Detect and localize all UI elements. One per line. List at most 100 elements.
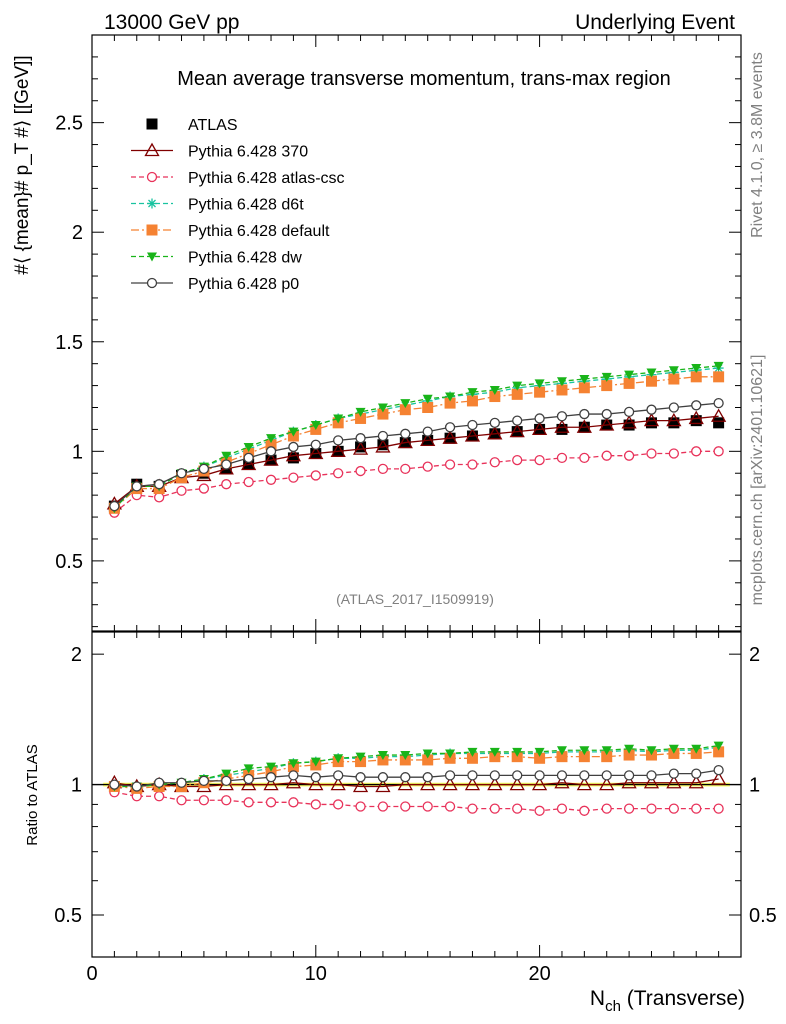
data-point-pythia-6-428-370: [599, 417, 615, 431]
ratio-line-pythia-6-428-p0: [114, 769, 719, 788]
data-point-pythia-6-428-370: [576, 419, 592, 433]
ratio-point-pythia-6-428-370: [711, 771, 727, 785]
ratio-point-pythia-6-428-370: [241, 776, 257, 791]
data-point-pythia-6-428-370: [688, 410, 704, 425]
ratio-point-pythia-6-428-default: [422, 754, 434, 766]
ratio-point-pythia-6-428-370: [599, 776, 615, 791]
legend-label-pythia-6-428-dw: Pythia 6.428 dw: [188, 250, 302, 267]
ratio-ytick-label-right: 0.5: [749, 905, 777, 927]
ratio-line-pythia-6-428-370: [114, 778, 719, 788]
data-point-pythia-6-428-p0: [467, 419, 478, 431]
ratio-point-pythia-6-428-dw: [310, 757, 321, 767]
data-point-atlas: [355, 441, 367, 453]
ratio-point-pythia-6-428-dw: [646, 746, 657, 756]
ratio-point-pythia-6-428-dw: [422, 749, 433, 759]
data-point-pythia-6-428-370: [263, 452, 279, 466]
legend-marker-pythia-6-428-default: [146, 224, 158, 236]
ratio-point-pythia-6-428-atlas-csc: [198, 795, 210, 806]
ratio-ytick-label-left: 2: [71, 644, 82, 666]
ratio-point-pythia-6-428-370: [352, 778, 369, 793]
ratio-point-pythia-6-428-370: [330, 776, 346, 791]
data-point-pythia-6-428-atlas-csc: [623, 450, 635, 461]
data-point-pythia-6-428-default: [355, 412, 367, 424]
ratio-point-pythia-6-428-atlas-csc: [534, 805, 545, 816]
data-point-pythia-6-428-p0: [265, 446, 277, 457]
main-ylabel: #⟨ {mean}# p_T #⟩ [[GeV]]: [12, 55, 33, 274]
data-point-pythia-6-428-default: [668, 373, 680, 385]
data-point-pythia-6-428-dw: [467, 388, 478, 398]
data-point-pythia-6-428-370: [554, 419, 570, 433]
series-pythia-6-428-p0: [109, 397, 724, 512]
ratio-point-pythia-6-428-dw: [691, 744, 702, 754]
data-point-pythia-6-428-default: [623, 377, 635, 389]
data-point-pythia-6-428-atlas-csc: [601, 450, 612, 461]
ratio-point-pythia-6-428-370: [285, 774, 302, 789]
ratio-point-pythia-6-428-p0: [377, 772, 389, 783]
ratio-point-pythia-6-428-370: [509, 776, 525, 791]
data-point-pythia-6-428-default: [399, 404, 411, 416]
header-right: Underlying Event: [575, 11, 735, 34]
main-ytick-label: 1: [72, 441, 83, 463]
series-line-pythia-6-428-p0: [113, 402, 719, 507]
ratio-point-pythia-6-428-p0: [176, 777, 187, 788]
data-point-pythia-6-428-atlas-csc: [444, 459, 456, 470]
ratio-point-pythia-6-428-370: [531, 776, 548, 791]
ratio-point-pythia-6-428-370: [576, 776, 592, 791]
ratio-point-pythia-6-428-p0: [109, 779, 120, 790]
data-point-pythia-6-428-atlas-csc: [288, 472, 299, 483]
data-point-pythia-6-428-p0: [489, 417, 500, 428]
ratio-point-pythia-6-428-dw: [355, 752, 366, 762]
data-point-atlas: [556, 423, 568, 435]
data-point-pythia-6-428-atlas-csc: [691, 446, 702, 457]
data-point-pythia-6-428-dw: [288, 427, 299, 437]
data-point-pythia-6-428-p0: [646, 404, 657, 415]
ratio-point-pythia-6-428-p0: [489, 770, 500, 781]
ratio-point-pythia-6-428-p0: [288, 770, 299, 781]
ratio-point-pythia-6-428-dw: [221, 769, 232, 779]
x-axis-label: Nch (Transverse): [590, 987, 745, 1015]
data-point-pythia-6-428-atlas-csc: [579, 452, 590, 464]
data-point-pythia-6-428-default: [265, 439, 277, 451]
data-point-pythia-6-428-dw: [266, 434, 277, 444]
ratio-point-pythia-6-428-atlas-csc: [713, 803, 724, 814]
main-ticks: 0.5 1 1.5 2 2.5: [55, 35, 742, 631]
ratio-point-pythia-6-428-p0: [265, 772, 277, 783]
data-point-pythia-6-428-default: [556, 384, 568, 396]
legend-label-pythia-6-428-370: Pythia 6.428 370: [188, 144, 308, 161]
ratio-point-pythia-6-428-370: [621, 774, 637, 789]
data-point-pythia-6-428-p0: [444, 422, 456, 433]
ratio-point-pythia-6-428-p0: [556, 770, 568, 781]
data-point-pythia-6-428-p0: [198, 463, 210, 475]
ratio-point-pythia-6-428-atlas-csc: [176, 795, 187, 806]
data-point-pythia-6-428-p0: [243, 452, 254, 464]
series-line-pythia-6-428-d6t: [113, 367, 719, 509]
data-point-pythia-6-428-370: [643, 412, 660, 427]
data-point-pythia-6-428-370: [375, 439, 391, 453]
ratio-ytick-label-left: 0.5: [54, 905, 82, 927]
data-point-pythia-6-428-atlas-csc: [534, 454, 545, 466]
ratio-point-pythia-6-428-p0: [691, 768, 702, 779]
ratio-point-pythia-6-428-atlas-csc: [601, 803, 612, 814]
ratio-frame: [91, 631, 742, 958]
ratio-point-pythia-6-428-atlas-csc: [377, 801, 389, 812]
ratio-point-pythia-6-428-atlas-csc: [489, 803, 500, 814]
data-point-pythia-6-428-370: [509, 423, 525, 438]
xtick-label: 0: [86, 963, 97, 985]
data-point-atlas: [668, 417, 680, 429]
ratio-point-pythia-6-428-p0: [646, 770, 657, 781]
data-point-pythia-6-428-dw: [221, 451, 232, 461]
ratio-point-pythia-6-428-p0: [310, 772, 321, 783]
data-point-pythia-6-428-370: [487, 425, 503, 440]
data-point-pythia-6-428-370: [241, 456, 257, 471]
legend-marker-pythia-6-428-atlas-csc: [146, 171, 158, 183]
data-point-pythia-6-428-370: [308, 445, 324, 460]
data-point-pythia-6-428-dw: [579, 375, 590, 385]
ratio-point-pythia-6-428-370: [666, 774, 682, 789]
legend-marker-atlas: [146, 118, 158, 130]
data-point-pythia-6-428-p0: [221, 459, 232, 470]
ratio-point-pythia-6-428-default: [466, 752, 478, 764]
data-point-pythia-6-428-dw: [512, 381, 523, 391]
ratio-point-pythia-6-428-370: [308, 776, 324, 791]
ratio-point-pythia-6-428-atlas-csc: [400, 801, 411, 812]
